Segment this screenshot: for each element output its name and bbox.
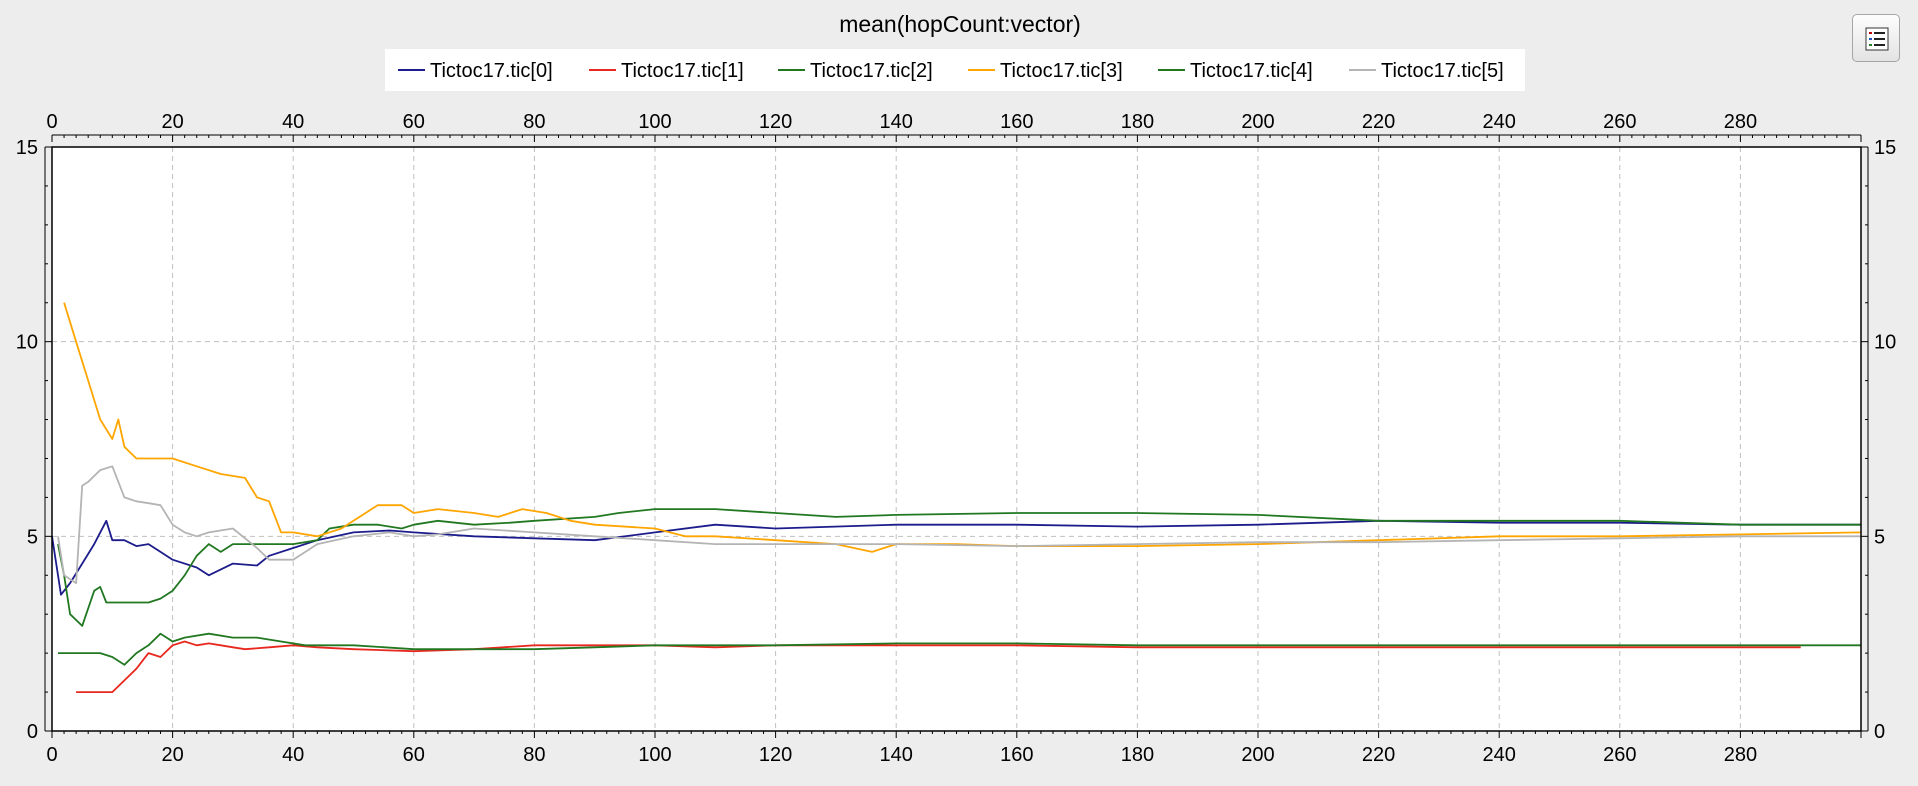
x-tick-label: 280 bbox=[1724, 744, 1757, 766]
x-axis-top: 0 20 40 60 80 100 120 140 160 180 200 220 240 260 280 bbox=[46, 111, 1862, 142]
x-tick-label: 220 bbox=[1362, 744, 1395, 766]
x-tick-label: 260 bbox=[1603, 744, 1636, 766]
legend: Tictoc17.tic[0] Tictoc17.tic[1] Tictoc17.t… bbox=[385, 49, 1525, 91]
y-tick-label: 5 bbox=[1874, 526, 1885, 548]
y-tick-label: 0 bbox=[27, 721, 38, 743]
y-tick-label: 5 bbox=[27, 526, 38, 548]
x-tick-label: 280 bbox=[1724, 111, 1757, 133]
legend-label: Tictoc17.tic[4] bbox=[1190, 60, 1313, 82]
x-tick-label: 60 bbox=[403, 744, 425, 766]
legend-label: Tictoc17.tic[5] bbox=[1381, 60, 1504, 82]
x-tick-label: 120 bbox=[759, 744, 792, 766]
series-line bbox=[58, 632, 1861, 666]
y-tick-label: 0 bbox=[1874, 721, 1885, 743]
x-tick-label: 40 bbox=[282, 744, 304, 766]
x-tick-label: 160 bbox=[1000, 744, 1033, 766]
legend-label: Tictoc17.tic[3] bbox=[1000, 60, 1123, 82]
x-tick-label: 100 bbox=[638, 111, 671, 133]
list-icon bbox=[1865, 27, 1889, 51]
x-tick-label: 160 bbox=[1000, 111, 1033, 133]
x-tick-label: 240 bbox=[1483, 744, 1516, 766]
x-tick-label: 260 bbox=[1603, 111, 1636, 133]
y-axis-right: 0 5 10 15 bbox=[1861, 137, 1896, 743]
x-tick-label: 80 bbox=[523, 111, 545, 133]
x-tick-label: 120 bbox=[759, 111, 792, 133]
series-line bbox=[57, 465, 1861, 584]
y-tick-label: 15 bbox=[16, 137, 38, 159]
y-tick-label: 10 bbox=[16, 332, 38, 354]
x-tick-label: 180 bbox=[1121, 111, 1154, 133]
x-tick-label: 80 bbox=[523, 744, 545, 766]
plot-area bbox=[52, 147, 1861, 731]
legend-box bbox=[385, 49, 1525, 91]
x-tick-label: 20 bbox=[161, 744, 183, 766]
x-tick-label: 0 bbox=[46, 111, 57, 133]
y-axis-left: 0 5 10 15 bbox=[16, 137, 52, 743]
x-tick-label: 220 bbox=[1362, 111, 1395, 133]
x-tick-label: 200 bbox=[1241, 744, 1274, 766]
x-tick-label: 100 bbox=[638, 744, 671, 766]
x-tick-label: 140 bbox=[880, 111, 913, 133]
series-line bbox=[57, 508, 1861, 627]
x-tick-label: 240 bbox=[1483, 111, 1516, 133]
y-tick-label: 10 bbox=[1874, 332, 1896, 354]
x-tick-label: 40 bbox=[282, 111, 304, 133]
y-tick-label: 15 bbox=[1874, 137, 1896, 159]
legend-label: Tictoc17.tic[2] bbox=[810, 60, 933, 82]
x-axis-bottom: 0 20 40 60 80 100 120 140 160 180 200 220 240 260 280 bbox=[46, 731, 1862, 766]
x-tick-label: 20 bbox=[161, 111, 183, 133]
x-tick-label: 60 bbox=[403, 111, 425, 133]
legend-label: Tictoc17.tic[0] bbox=[430, 60, 553, 82]
chart-title: mean(hopCount:vector) bbox=[839, 11, 1081, 37]
legend-label: Tictoc17.tic[1] bbox=[621, 60, 744, 82]
series-line bbox=[76, 640, 1801, 693]
series-lines bbox=[51, 302, 1862, 693]
x-tick-label: 0 bbox=[46, 744, 57, 766]
x-tick-label: 180 bbox=[1121, 744, 1154, 766]
x-tick-label: 140 bbox=[880, 744, 913, 766]
legend-toggle-button[interactable] bbox=[1852, 14, 1900, 62]
x-tick-label: 200 bbox=[1241, 111, 1274, 133]
